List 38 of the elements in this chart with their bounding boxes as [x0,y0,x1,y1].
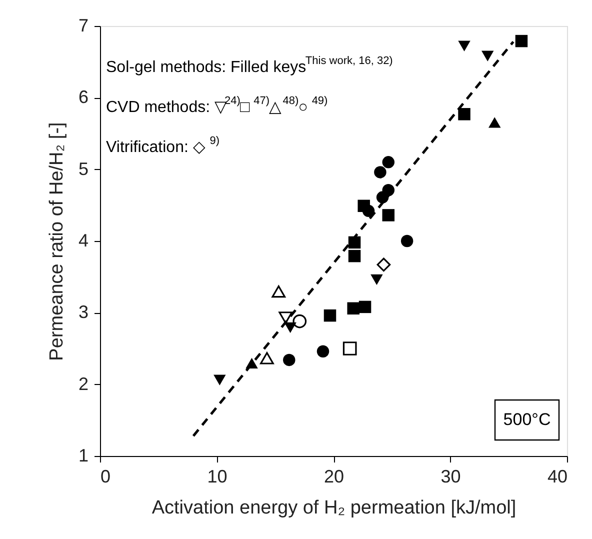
point [347,302,360,314]
y-tick-label: 1 [78,446,88,466]
point [382,209,394,222]
point [283,354,296,366]
point [376,191,389,204]
x-tick-label: 40 [547,466,568,486]
y-tick-label: 6 [78,87,88,108]
point [458,108,470,120]
point [348,250,361,262]
point [324,309,336,322]
point [376,258,391,272]
point [458,40,470,52]
point [374,166,386,178]
x-tick-label: 10 [207,466,228,486]
point [362,204,375,218]
x-tick-label: 30 [440,466,461,486]
y-tick-label: 2 [78,374,88,394]
x-tick-label: 20 [324,466,344,486]
y-tick-label: 7 [78,16,88,36]
point [292,314,307,328]
point [370,274,383,286]
y-tick-label: 5 [78,158,88,179]
point [515,34,528,48]
annotation: Vitrification: ◇9) [106,135,220,156]
x-tick-label: 0 [100,466,111,486]
point [382,156,394,168]
point [342,342,357,356]
y-tick-label: 4 [78,230,88,250]
point [400,234,414,248]
x-axis-title: Activation energy of H₂ permeation [kJ/mol] [152,498,516,518]
y-tick-label: 3 [78,302,88,322]
point [278,312,293,324]
point [214,374,226,386]
point [358,300,372,314]
point [316,345,330,358]
y-axis-title: Permeance ratio of He/H₂ [-] [46,122,68,361]
annotation: 500°C [503,410,551,429]
point [481,50,494,62]
